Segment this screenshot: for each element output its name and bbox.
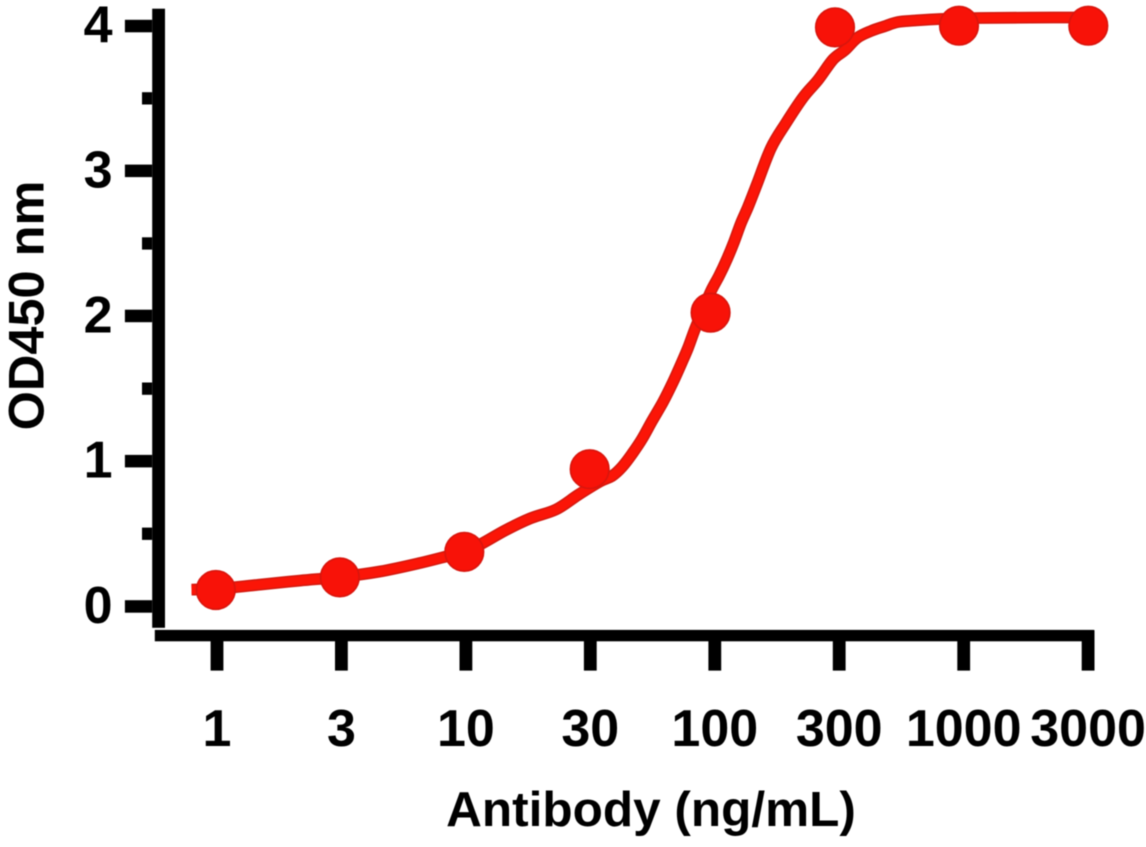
svg-text:30: 30 (561, 700, 619, 758)
svg-text:1000: 1000 (906, 700, 1022, 758)
svg-text:100: 100 (671, 700, 758, 758)
svg-text:300: 300 (796, 700, 883, 758)
svg-text:4: 4 (84, 0, 113, 55)
svg-text:3000: 3000 (1030, 700, 1146, 758)
svg-text:3: 3 (327, 700, 356, 758)
svg-text:3: 3 (84, 141, 113, 199)
svg-text:1: 1 (203, 700, 232, 758)
svg-text:1: 1 (84, 432, 113, 490)
svg-text:0: 0 (84, 577, 113, 635)
svg-text:2: 2 (84, 287, 113, 345)
svg-text:10: 10 (437, 700, 495, 758)
svg-text:Antibody (ng/mL): Antibody (ng/mL) (446, 782, 856, 837)
svg-text:OD450 nm: OD450 nm (0, 181, 55, 431)
